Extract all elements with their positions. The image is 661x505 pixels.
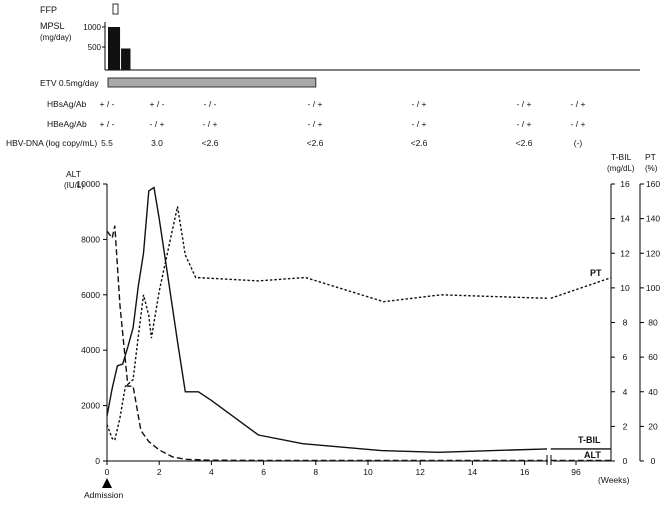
- series-label-pt: PT: [590, 268, 602, 278]
- marker-value: - / +: [308, 99, 323, 109]
- mpsl-tick-1000: 1000: [83, 23, 101, 32]
- series-label-alt: ALT: [584, 450, 601, 460]
- x-tick-label: 8: [313, 467, 318, 477]
- mpsl-unit-label: (mg/day): [40, 33, 72, 42]
- pt-tick-label: 40: [648, 387, 658, 397]
- marker-value: - / +: [203, 119, 218, 129]
- marker-value: <2.6: [411, 138, 428, 148]
- x-axis-unit: (Weeks): [598, 475, 630, 485]
- tbil-tick-label: 10: [620, 283, 630, 293]
- pt-tick-label: 140: [646, 214, 660, 224]
- alt-tick-label: 8000: [81, 234, 100, 244]
- marker-value: 5.5: [101, 138, 113, 148]
- etv-bar-group: [107, 77, 317, 88]
- alt-axis-title: ALT: [66, 169, 81, 179]
- alt-tick-label: 10000: [76, 179, 100, 189]
- marker-value: <2.6: [202, 138, 219, 148]
- axes: 0200040006000800010000024681012141602040…: [76, 179, 660, 477]
- series-line-pt: [550, 276, 612, 299]
- mpsl-label: MPSL: [40, 21, 65, 31]
- admission-label: Admission: [84, 490, 123, 500]
- mpsl-dose-bar: [108, 27, 121, 70]
- alt-tick-label: 4000: [81, 345, 100, 355]
- marker-value: + / -: [150, 99, 165, 109]
- pt-tick-label: 120: [646, 248, 660, 258]
- tbil-tick-label: 2: [623, 421, 628, 431]
- marker-value: - / +: [150, 119, 165, 129]
- tbil-axis-unit: (mg/dL): [607, 164, 635, 173]
- mpsl-bars: [108, 27, 131, 70]
- marker-table: HBsAg/Ab + / - + / - - / - - / + - / + - / + - …: [6, 99, 585, 148]
- series-line-alt: [106, 225, 547, 462]
- marker-value: - / +: [308, 119, 323, 129]
- x-tick-label: 0: [105, 467, 110, 477]
- tbil-tick-label: 4: [623, 387, 628, 397]
- marker-row-label: HBsAg/Ab: [47, 99, 86, 109]
- x-tick-label: 10: [363, 467, 373, 477]
- x-tick-label: 16: [520, 467, 530, 477]
- x-tick-label: 4: [209, 467, 214, 477]
- pt-tick-label: 60: [648, 352, 658, 362]
- x-tick-label: 6: [261, 467, 266, 477]
- pt-tick-label: 100: [646, 283, 660, 293]
- marker-value: + / -: [100, 99, 115, 109]
- alt-tick-label: 6000: [81, 290, 100, 300]
- marker-value: - / -: [204, 99, 217, 109]
- pt-tick-label: 80: [648, 318, 658, 328]
- tbil-tick-label: 16: [620, 179, 630, 189]
- tbil-tick-label: 6: [623, 352, 628, 362]
- mpsl-tick-500: 500: [88, 43, 102, 52]
- tbil-tick-label: 0: [623, 456, 628, 466]
- tbil-tick-label: 12: [620, 248, 630, 258]
- etv-bar: [107, 77, 317, 88]
- marker-row-label: HBeAg/Ab: [47, 119, 87, 129]
- ffp-label: FFP: [40, 5, 57, 15]
- series-labels: PT T-BIL ALT: [578, 268, 602, 460]
- pt-axis-unit: (%): [645, 164, 658, 173]
- marker-value: - / +: [571, 99, 586, 109]
- marker-row-label: HBV-DNA (log copy/mL): [6, 138, 97, 148]
- ffp-bars: [112, 3, 119, 15]
- alt-axis-unit: (IU/L): [64, 181, 84, 190]
- series-line-pt: [106, 206, 548, 442]
- marker-value: (-): [574, 138, 583, 148]
- marker-value: - / +: [412, 99, 427, 109]
- alt-tick-label: 2000: [81, 401, 100, 411]
- pt-tick-label: 20: [648, 421, 658, 431]
- pt-axis-title: PT: [645, 152, 656, 162]
- x-tick-label: 96: [571, 467, 581, 477]
- marker-value: - / +: [571, 119, 586, 129]
- tbil-tick-label: 14: [620, 214, 630, 224]
- series: [106, 186, 612, 462]
- alt-tick-label: 0: [95, 456, 100, 466]
- marker-value: + / -: [100, 119, 115, 129]
- series-line-t-bil: [106, 186, 548, 454]
- tbil-axis-title: T-BIL: [611, 152, 632, 162]
- marker-value: - / +: [517, 99, 532, 109]
- pt-tick-label: 160: [646, 179, 660, 189]
- marker-value: - / +: [412, 119, 427, 129]
- ffp-bar: [112, 3, 119, 15]
- mpsl-dose-bar: [121, 48, 131, 70]
- etv-label: ETV 0.5mg/day: [40, 78, 99, 88]
- pt-tick-label: 0: [651, 456, 656, 466]
- marker-value: <2.6: [307, 138, 324, 148]
- x-tick-label: 14: [468, 467, 478, 477]
- series-label-t-bil: T-BIL: [578, 435, 601, 445]
- marker-value: - / +: [517, 119, 532, 129]
- marker-value: <2.6: [516, 138, 533, 148]
- marker-value: 3.0: [151, 138, 163, 148]
- x-tick-label: 2: [157, 467, 162, 477]
- admission-arrow-icon: [102, 478, 112, 488]
- tbil-tick-label: 8: [623, 318, 628, 328]
- x-tick-label: 12: [415, 467, 425, 477]
